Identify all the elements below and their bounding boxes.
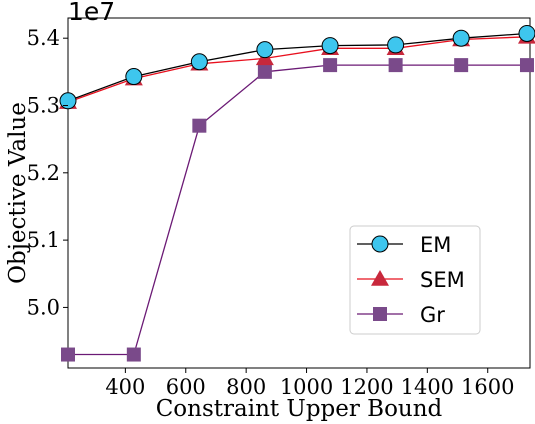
series-em bbox=[59, 24, 535, 110]
data-point-em bbox=[256, 41, 274, 59]
data-point-em bbox=[387, 36, 405, 54]
y-multiplier-label: 1e7 bbox=[68, 0, 115, 26]
series-layer bbox=[59, 24, 535, 362]
x-tick-label: 800 bbox=[226, 375, 266, 399]
legend: EM SEM Gr bbox=[349, 225, 481, 335]
legend-item-em: EM bbox=[357, 233, 451, 257]
y-tick-label: 5.0 bbox=[27, 295, 60, 319]
data-point-em bbox=[321, 37, 339, 55]
x-tick-label: 1200 bbox=[340, 375, 393, 399]
legend-marker-em bbox=[371, 235, 389, 253]
data-point-em bbox=[518, 24, 535, 42]
legend-item-sem: SEM bbox=[357, 268, 465, 292]
x-tick-label: 1400 bbox=[401, 375, 454, 399]
data-point-em bbox=[452, 29, 470, 47]
legend-item-gr: Gr bbox=[357, 303, 445, 327]
data-point-gr bbox=[388, 58, 403, 73]
legend-label-sem: SEM bbox=[420, 268, 465, 292]
data-point-gr bbox=[257, 64, 272, 79]
data-point-em bbox=[125, 68, 143, 86]
data-point-gr bbox=[192, 118, 207, 133]
y-tick-label: 5.4 bbox=[27, 26, 60, 50]
y-axis-label: Objective Value bbox=[5, 102, 31, 284]
legend-marker-sem bbox=[371, 270, 389, 286]
x-axis-label: Constraint Upper Bound bbox=[156, 396, 443, 422]
x-axis: 400 600 800 1000 1200 1400 1600 bbox=[105, 368, 514, 399]
data-point-gr bbox=[61, 347, 75, 362]
y-tick-label: 5.1 bbox=[27, 228, 60, 252]
series-line-gr bbox=[68, 64, 527, 356]
series-gr bbox=[61, 58, 534, 362]
x-tick-label: 400 bbox=[105, 375, 145, 399]
x-tick-label: 1600 bbox=[461, 375, 514, 399]
data-point-gr bbox=[126, 347, 141, 362]
y-tick-label: 5.3 bbox=[27, 94, 60, 118]
data-point-gr bbox=[454, 58, 469, 73]
data-point-gr bbox=[519, 58, 534, 73]
legend-label-gr: Gr bbox=[420, 303, 445, 327]
y-tick-label: 5.2 bbox=[27, 161, 60, 185]
x-tick-label: 1000 bbox=[280, 375, 333, 399]
legend-marker-gr bbox=[373, 307, 387, 321]
y-axis: 5.0 5.1 5.2 5.3 5.4 bbox=[27, 26, 68, 319]
legend-label-em: EM bbox=[420, 233, 451, 257]
series-line-em bbox=[67, 32, 528, 102]
data-point-em bbox=[190, 53, 208, 71]
data-point-gr bbox=[323, 58, 338, 73]
x-tick-label: 600 bbox=[166, 375, 206, 399]
data-point-em bbox=[59, 92, 77, 110]
series-line-sem bbox=[67, 36, 528, 103]
